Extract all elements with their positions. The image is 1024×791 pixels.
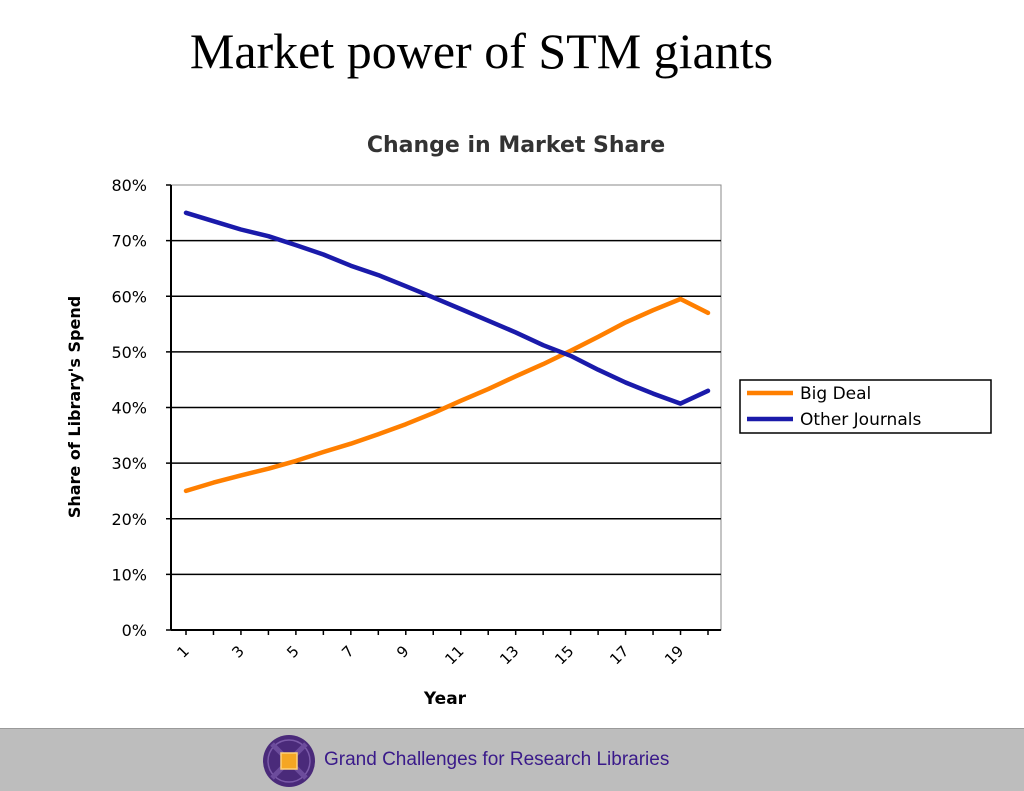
footer-text: Grand Challenges for Research Libraries <box>324 749 670 770</box>
y-tick-label: 30% <box>111 454 147 473</box>
y-tick-label: 10% <box>111 565 147 584</box>
y-tick-label: 50% <box>111 343 147 362</box>
x-tick-label: 3 <box>228 642 247 661</box>
legend-box <box>739 379 992 434</box>
series-lines <box>183 210 711 494</box>
legend: Big Deal Other Journals <box>739 379 992 434</box>
y-axis-label: Share of Library's Spend <box>65 296 84 518</box>
legend-label: Big Deal <box>800 384 871 404</box>
x-tick-label: 9 <box>393 642 412 661</box>
x-tick-label: 15 <box>551 642 577 668</box>
y-tick-label: 60% <box>111 287 147 306</box>
legend-label: Other Journals <box>800 410 921 430</box>
y-tick-label: 70% <box>111 232 147 251</box>
purple-emblem-icon <box>263 735 315 787</box>
x-tick-label: 1 <box>173 642 192 661</box>
x-tick-label: 7 <box>338 642 357 661</box>
x-axis-label: Year <box>423 689 467 709</box>
y-tick-label: 0% <box>122 621 147 640</box>
y-tick-label: 40% <box>111 399 147 418</box>
slide-title: Market power of STM giants <box>189 23 774 79</box>
x-tick-label: 17 <box>606 642 632 668</box>
x-tick-label: 11 <box>441 642 467 668</box>
big-deal-line <box>183 296 711 494</box>
chart-title: Change in Market Share <box>367 133 665 158</box>
other-journals-line <box>183 210 711 406</box>
y-tick-label: 80% <box>111 176 147 195</box>
y-tick-label: 20% <box>111 510 147 529</box>
market-share-chart: Change in Market Share Share of Library'… <box>65 133 992 709</box>
x-tick-label: 5 <box>283 642 302 661</box>
x-tick-label: 13 <box>496 642 522 668</box>
footer-bar: Grand Challenges for Research Libraries <box>0 728 1024 791</box>
x-tick-label: 19 <box>661 642 687 668</box>
